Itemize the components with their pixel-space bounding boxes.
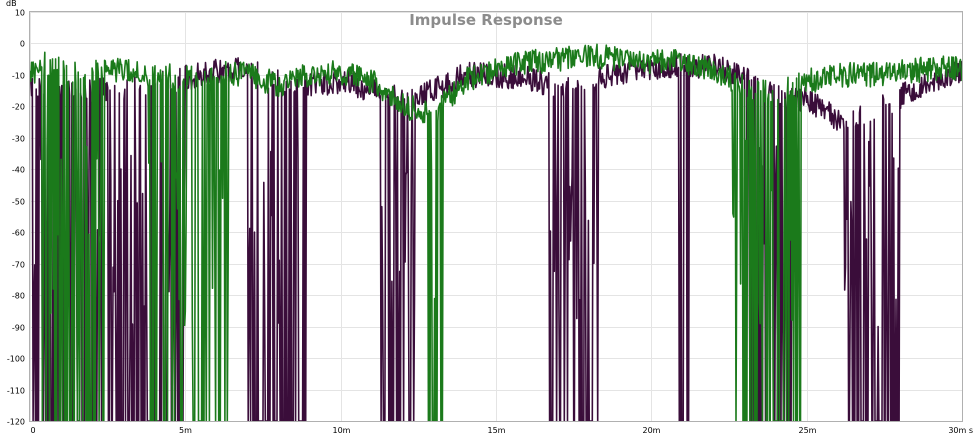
y-tick-label: -60 [12,229,25,238]
y-tick-label: -10 [12,72,25,81]
x-tick-label: 5m [179,426,192,435]
plot-frame [29,11,963,422]
y-tick-label: -20 [12,103,25,112]
x-tick-label: 15m [488,426,506,435]
y-tick-label: -100 [7,355,25,364]
x-tick-label: 0 [31,426,36,435]
y-tick-label: -120 [7,418,25,427]
x-tick-label: 30m s [948,426,973,435]
y-tick-label: 10 [15,9,25,18]
y-axis-label: dB [6,0,17,8]
series-line-2 [29,43,963,422]
y-tick-label: -90 [12,324,25,333]
y-tick-label: -50 [12,198,25,207]
series-line-1 [29,53,963,422]
chart-title: Impulse Response [409,11,563,29]
y-tick-label: -70 [12,261,25,270]
y-tick-label: -40 [12,166,25,175]
y-tick-label: 0 [20,40,25,49]
x-tick-label: 20m [643,426,661,435]
y-tick-label: -80 [12,292,25,301]
tick-labels: 10 0 -10 -20 -30 -40 -50 -60 -70 -80 -90 -100 -110 -1… [7,9,973,436]
x-tick-label: 25m [799,426,817,435]
x-tick-label: 10m [333,426,351,435]
y-tick-label: -110 [7,387,25,396]
series-layer [29,43,963,422]
y-tick-label: -30 [12,135,25,144]
